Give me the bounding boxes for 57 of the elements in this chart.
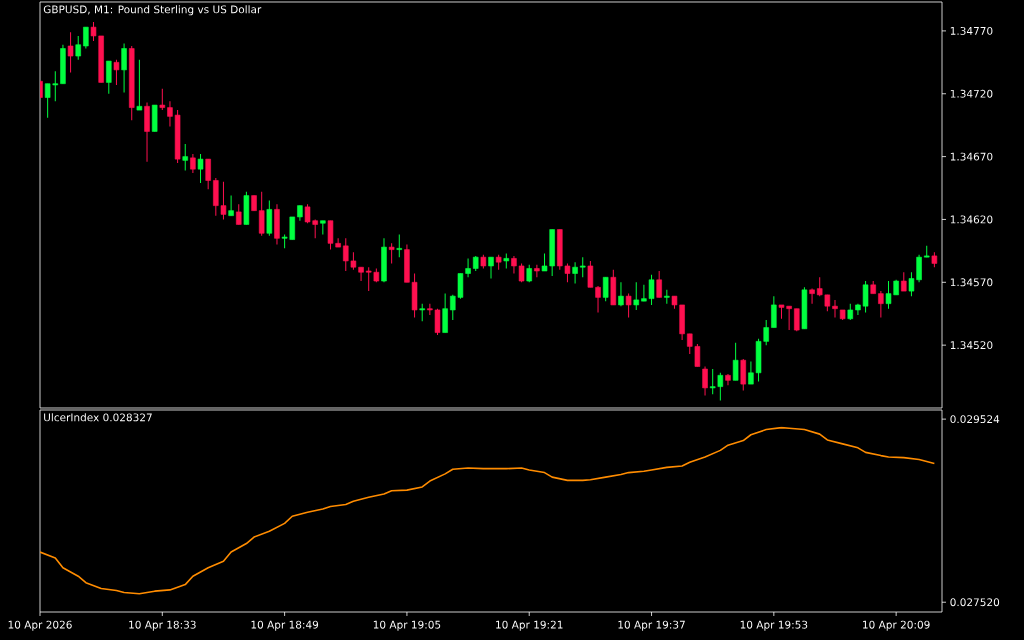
candlestick (534, 264, 540, 278)
candlestick (182, 143, 188, 171)
x-tick-label: 10 Apr 19:05 (373, 620, 441, 631)
candlestick (832, 299, 838, 318)
chart-title: UlcerIndex 0.028327 (44, 413, 152, 422)
x-tick-label: 10 Apr 18:49 (251, 620, 319, 631)
candlestick (595, 285, 601, 313)
candlestick (388, 242, 395, 264)
x-tick-label: 10 Apr 19:53 (740, 620, 808, 631)
candlestick (732, 342, 739, 381)
candlestick (625, 293, 632, 318)
candlestick (572, 261, 578, 285)
candlestick (656, 270, 662, 298)
candlestick (396, 234, 403, 258)
y-tick-label: 1.34670 (950, 152, 993, 161)
candlestick (67, 31, 74, 73)
candlestick (901, 271, 907, 292)
candlestick (197, 153, 204, 184)
candlestick (809, 288, 815, 305)
candlestick (83, 26, 89, 49)
candlestick (579, 256, 586, 278)
y-tick-label: 1.34570 (950, 278, 993, 287)
candlestick (258, 191, 265, 237)
chart-title: GBPUSD, M1: Pound Sterling vs US Dollar (43, 5, 262, 16)
x-tick-label: 10 Apr 19:21 (496, 620, 563, 631)
candlestick (633, 281, 639, 311)
x-tick-label: 10 Apr 18:33 (129, 620, 196, 631)
candlestick (740, 358, 747, 391)
candlestick (587, 260, 594, 288)
candlestick (75, 35, 81, 61)
candlestick (228, 195, 234, 217)
y-tick-label: 1.34720 (950, 89, 993, 98)
candlestick (878, 290, 884, 318)
y-tick-label: 1.34520 (950, 341, 993, 350)
candlestick (771, 295, 777, 329)
candlestick (167, 100, 173, 127)
candlestick (136, 59, 143, 111)
candlestick (159, 88, 166, 111)
x-tick-label: 10 Apr 19:37 (618, 620, 685, 631)
x-tick-label: 10 Apr 2026 (8, 620, 72, 631)
candlestick (488, 256, 494, 280)
candlestick (266, 200, 273, 237)
x-tick-label: 10 Apr 20:09 (863, 620, 930, 631)
y-tick-label: 1.34770 (950, 26, 993, 35)
candlestick (702, 366, 708, 396)
candlestick (113, 59, 120, 86)
y-tick-label: 0.027520 (950, 598, 1000, 607)
candlestick (205, 158, 211, 190)
candlestick (602, 276, 609, 302)
candlestick (236, 203, 242, 225)
candlestick (725, 373, 731, 386)
candlestick (190, 153, 196, 174)
y-tick-label: 1.34620 (950, 215, 993, 224)
y-tick-label: 0.029524 (950, 415, 1000, 424)
candlestick (442, 293, 448, 334)
candlestick (106, 60, 112, 95)
candlestick (121, 42, 127, 93)
